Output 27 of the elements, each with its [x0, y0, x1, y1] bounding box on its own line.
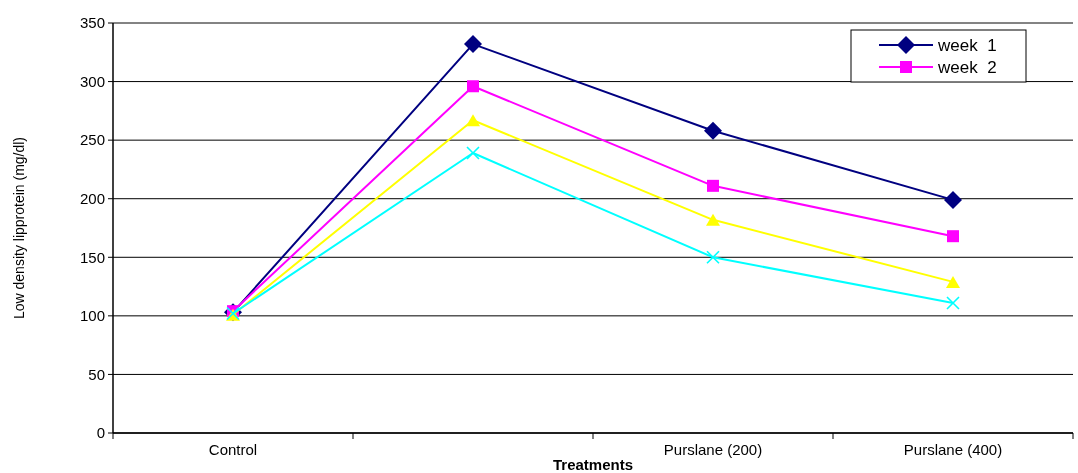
point: [944, 190, 962, 209]
point: [466, 114, 480, 127]
x-tick-label: Purslane (400): [903, 441, 1003, 458]
point: [707, 179, 719, 192]
y-tick-label: 50: [88, 365, 105, 383]
point: [464, 35, 482, 54]
y-tick-label: 150: [79, 248, 105, 266]
x-axis-title: Treatments: [552, 456, 634, 473]
y-tick-label: 200: [79, 189, 105, 207]
y-tick-label: 0: [96, 424, 105, 442]
legend-label: week 1: [937, 35, 997, 55]
point: [946, 275, 960, 288]
point: [706, 250, 720, 265]
y-tick-label: 300: [79, 72, 105, 90]
legend-label: week 2: [937, 57, 997, 77]
point: [946, 296, 960, 310]
y-tick-label: 250: [79, 131, 105, 149]
point: [466, 146, 480, 160]
x-tick-label: Purslane (200): [663, 441, 763, 458]
point: [947, 230, 959, 243]
point: [706, 213, 720, 226]
y-tick-label: 350: [79, 14, 105, 32]
point: [704, 121, 722, 140]
x-tick-label: Control: [208, 441, 258, 458]
point: [467, 80, 479, 93]
y-axis-title: Low density lipprotein (mg/dl): [11, 136, 27, 320]
y-tick-label: 100: [79, 307, 105, 325]
